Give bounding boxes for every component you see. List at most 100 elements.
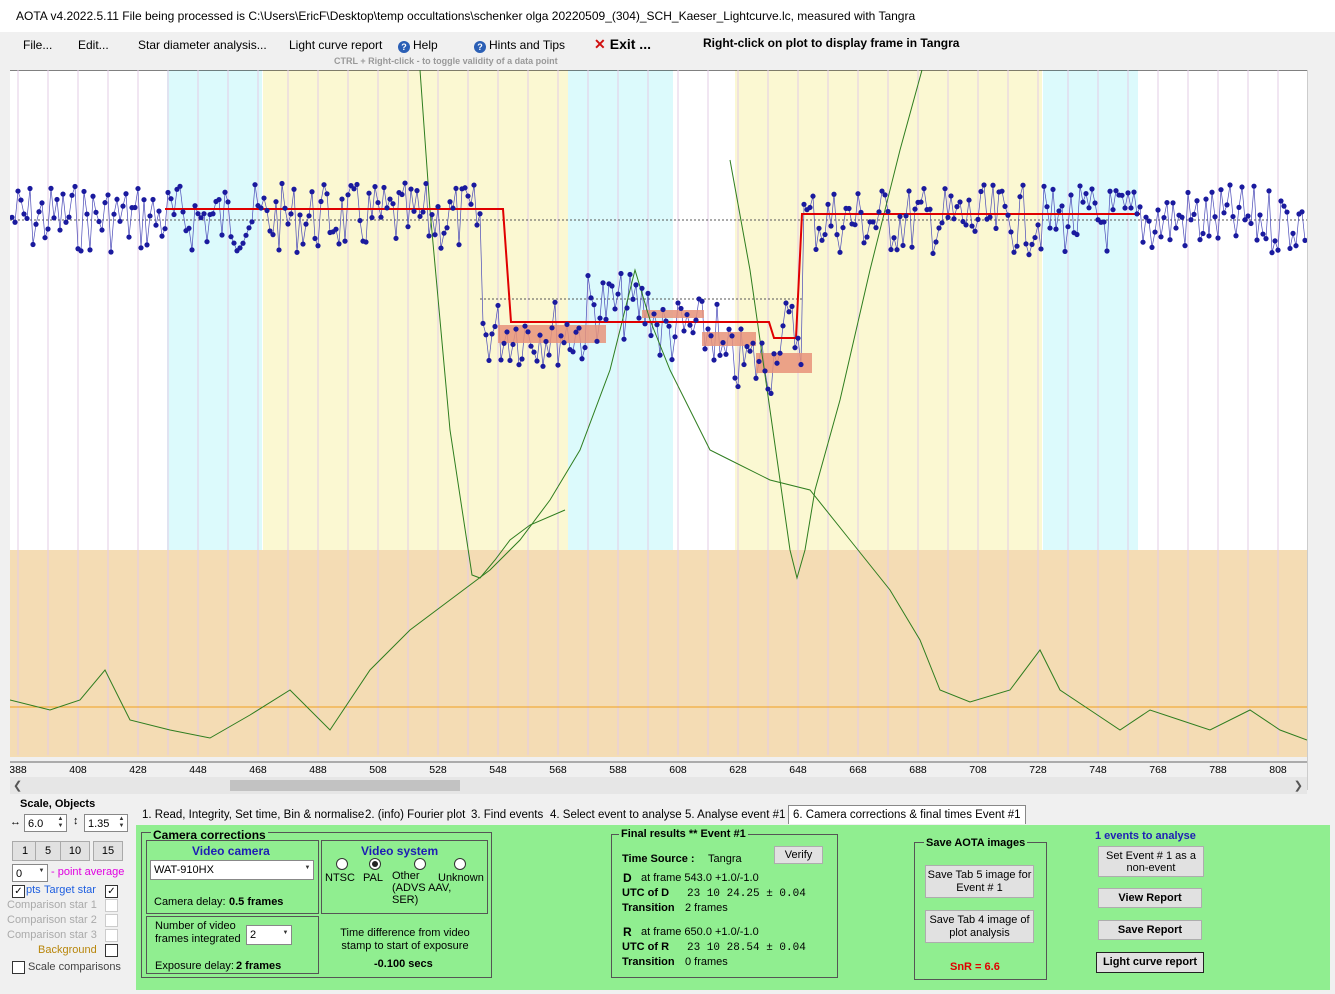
scale-x-value: 6.0 [28,818,44,830]
plot-horizontal-scrollbar[interactable]: ❮ ❯ [10,777,1307,794]
data-point [771,351,777,357]
save-tab5-button[interactable]: Save Tab 5 image for Event # 1 [925,865,1034,898]
data-point [240,240,246,246]
data-point [705,326,711,332]
scale-x-spinner[interactable]: 6.0 ▲ ▼ [24,814,67,832]
menu-edit[interactable]: Edit... [78,38,109,52]
data-point [573,329,579,335]
horizontal-scale-icon: ↔ [10,816,21,828]
data-point [309,189,315,195]
menu-star-diameter[interactable]: Star diameter analysis... [138,38,267,52]
menu-light-curve-report[interactable]: Light curve report [289,38,383,52]
checkbox-icon[interactable]: ✓ [12,885,25,898]
scale-10-button[interactable]: 10 [60,841,90,861]
spinner-arrows-icon[interactable]: ▲ ▼ [57,816,64,829]
x-tick-label: 728 [1029,764,1047,776]
comparison-star-1-checkbox[interactable] [105,899,118,913]
scale-comparisons-checkbox[interactable] [12,961,25,975]
spinner-arrows-icon[interactable]: ▲ ▼ [118,816,125,829]
tab-read-integrity[interactable]: 1. Read, Integrity, Set time, Bin & norm… [142,809,365,821]
tab-fourier[interactable]: 2. (info) Fourier plot [365,809,466,821]
data-point [759,340,765,346]
data-point [273,199,279,205]
data-point [819,237,825,243]
data-point [1065,224,1071,230]
time-source-label: Time Source : [622,853,695,865]
data-point [1188,217,1194,223]
menu-help[interactable]: ? Help [398,38,438,53]
data-point [669,356,675,363]
tab-camera-corrections[interactable]: 6. Camera corrections & final times Even… [788,805,1026,824]
data-point [63,219,69,225]
scroll-right-icon[interactable]: ❯ [1293,780,1303,792]
fit-line [165,208,1140,339]
frames-integrated-value: 2 [250,929,257,941]
menu-help-label: Help [413,38,438,52]
other-radio[interactable] [414,858,426,873]
tab-find-events[interactable]: 3. Find events [471,809,544,821]
data-point [1050,186,1056,193]
data-point [456,242,462,248]
data-point [384,205,390,211]
data-point [948,193,954,199]
menu-exit[interactable]: ✕ Exit ... [594,36,651,53]
verify-button[interactable]: Verify [774,846,823,864]
data-point [1287,245,1293,252]
data-point [423,180,429,187]
tab-select-event[interactable]: 4. Select event to analyse [550,809,682,821]
frames-integrated-select[interactable]: 2 ▼ [246,925,292,945]
unknown-radio[interactable] [454,858,466,873]
r-label: R [623,925,632,939]
data-point [150,196,156,203]
menu-hints[interactable]: ? Hints and Tips [474,38,565,53]
data-point [138,245,144,251]
scale-1-button[interactable]: 1 [12,841,38,861]
camera-model-select[interactable]: WAT-910HX ▼ [150,860,314,880]
background-checkbox[interactable] [105,944,118,958]
data-point [708,333,714,339]
data-point [981,182,987,188]
data-point [1212,214,1218,220]
ntsc-radio[interactable] [336,858,348,873]
scale-y-spinner[interactable]: 1.35 ▲ ▼ [84,814,128,832]
points-label: pts [26,884,41,896]
light-curve-plot[interactable]: 388 408 428 448 468 488 508 528 548 568 588 608 628 6… [10,70,1307,777]
show-points-checkbox[interactable]: ✓ [12,883,25,898]
set-non-event-button[interactable]: Set Event # 1 as a non-event [1098,846,1204,877]
comparison-star-2-checkbox[interactable] [105,914,118,928]
data-point [840,225,846,231]
target-star-checkbox[interactable]: ✓ [105,883,118,898]
data-point [1005,212,1011,218]
menu-file[interactable]: File... [23,38,53,52]
data-point [798,361,804,368]
comparison-star-3-checkbox[interactable] [105,929,118,943]
scale-5-button[interactable]: 5 [35,841,61,861]
data-point [1080,199,1086,205]
save-report-button[interactable]: Save Report [1098,920,1202,940]
point-average-select[interactable]: 0 ▼ [12,864,48,882]
scroll-thumb[interactable] [230,780,460,791]
data-point [312,235,318,242]
data-point [300,241,306,247]
tab-analyse-event[interactable]: 5. Analyse event #1 [685,809,786,821]
scale-15-button[interactable]: 15 [93,841,123,861]
cyan-band [167,70,262,550]
data-point [726,326,732,332]
data-point [579,356,585,362]
green-curve [10,268,1307,741]
data-point [873,225,879,231]
data-point [930,250,936,257]
data-point [636,315,642,321]
scale-objects-label: Scale, Objects [20,798,96,810]
pal-radio[interactable] [369,858,381,873]
data-point [582,344,588,351]
data-point [288,211,294,217]
scroll-left-icon[interactable]: ❮ [13,780,23,792]
view-report-button[interactable]: View Report [1098,888,1202,908]
data-point [123,191,129,197]
save-tab4-button[interactable]: Save Tab 4 image of plot analysis [925,910,1034,943]
light-curve-report-button[interactable]: Light curve report [1096,952,1204,973]
data-point [1059,203,1065,209]
data-point [855,191,861,197]
data-point [648,332,654,339]
